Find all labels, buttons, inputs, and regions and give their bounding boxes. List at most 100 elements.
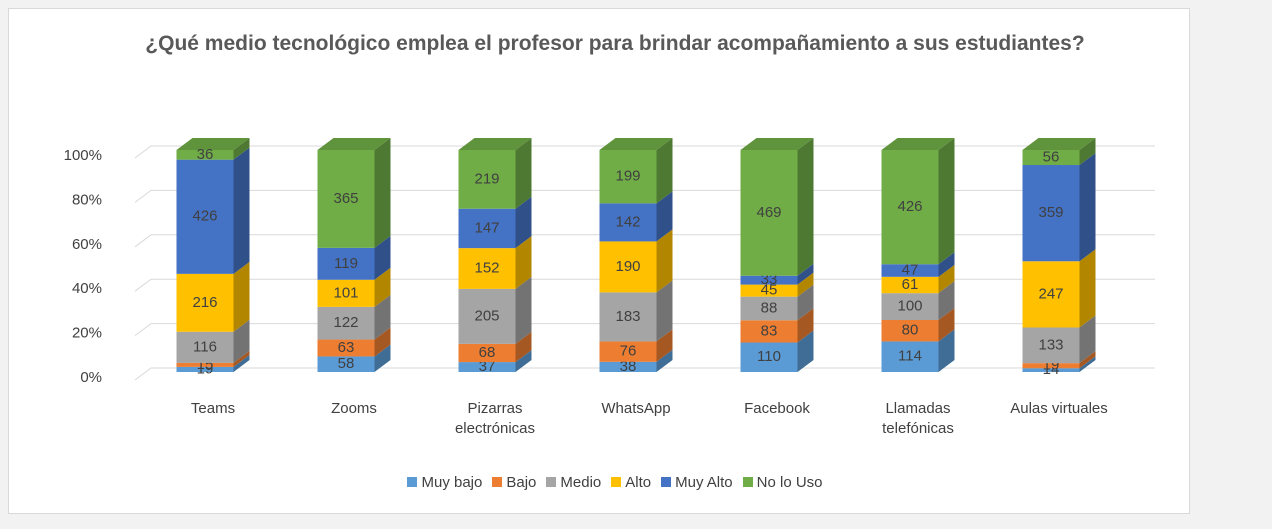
data-label: 219 <box>474 170 499 187</box>
data-label: 469 <box>756 204 781 221</box>
data-label: 80 <box>902 322 919 339</box>
bar-front <box>317 306 375 340</box>
bar-front <box>1022 363 1080 369</box>
bar-side <box>797 330 814 372</box>
bar-top <box>176 138 250 150</box>
bar-front <box>176 362 234 367</box>
bar-segment <box>599 229 673 293</box>
bar-side <box>797 272 814 297</box>
y-tick-label: 20% <box>72 325 102 342</box>
legend-swatch <box>611 477 622 487</box>
bar-side <box>656 191 673 242</box>
data-label: 122 <box>333 314 358 331</box>
bar-front <box>740 320 798 343</box>
bar-front <box>317 279 375 307</box>
bar-side <box>515 350 532 372</box>
legend-item: No lo Uso <box>742 474 823 491</box>
bar-front <box>740 296 798 321</box>
bar-segment <box>176 138 250 160</box>
bar-segment <box>740 284 814 321</box>
legend-item: Medio <box>546 474 601 491</box>
chart-title: ¿Qué medio tecnológico emplea el profeso… <box>145 32 1085 55</box>
bar-front <box>176 273 234 332</box>
bar-front <box>458 208 516 249</box>
y-tick-label: 40% <box>72 280 102 297</box>
bar-segment <box>599 280 673 342</box>
bar-front <box>599 203 657 242</box>
bar-front <box>881 264 939 277</box>
y-tick-label: 80% <box>72 191 102 208</box>
grid-line <box>134 189 1155 203</box>
bar-front <box>740 342 798 372</box>
bar-front <box>599 150 657 204</box>
data-label: 142 <box>615 213 640 230</box>
data-label: 147 <box>474 219 499 236</box>
bar-segment <box>740 330 814 372</box>
bar-segment <box>881 329 955 372</box>
data-label: 199 <box>615 168 640 185</box>
bar-segment <box>317 138 391 248</box>
bar-segment <box>1022 351 1096 369</box>
bar-front <box>1022 261 1080 328</box>
legend-item: Muy Alto <box>661 474 733 491</box>
bar-segment <box>1022 153 1096 262</box>
bar-front <box>740 284 798 297</box>
bar-front <box>1022 165 1080 262</box>
data-label: 38 <box>620 358 637 375</box>
bar-segment <box>458 331 532 363</box>
grid-line <box>134 367 1155 381</box>
bar-side <box>1079 153 1096 262</box>
data-label: 205 <box>474 307 499 324</box>
bar-side <box>797 263 814 285</box>
bar-top <box>740 138 814 150</box>
data-label: 116 <box>193 338 217 355</box>
data-label: 68 <box>479 344 496 361</box>
bar-side <box>656 229 673 293</box>
bar-front <box>599 341 657 362</box>
bar-front <box>458 343 516 363</box>
bar-side <box>233 350 250 367</box>
bar-side <box>374 344 391 372</box>
bar-segment <box>176 319 250 363</box>
bar-side <box>233 261 250 332</box>
bar-segment <box>740 263 814 285</box>
data-label: 61 <box>902 276 919 293</box>
bar-top <box>599 138 673 150</box>
x-tick-label: Facebook <box>744 400 810 417</box>
bar-segment <box>881 264 955 294</box>
bar-segment <box>176 261 250 332</box>
bar-side <box>374 267 391 307</box>
bar-segment <box>458 196 532 249</box>
bar-front <box>1022 327 1080 364</box>
data-label: 365 <box>333 190 358 207</box>
data-label: 101 <box>333 284 358 301</box>
bar-front <box>881 150 939 265</box>
bar-segment <box>317 294 391 340</box>
bar-segment <box>317 235 391 280</box>
bar-front <box>317 150 375 248</box>
bar-segment <box>458 350 532 372</box>
legend-item: Muy bajo <box>407 474 482 491</box>
bar-front <box>176 159 234 274</box>
bar-side <box>938 281 955 320</box>
data-label: 47 <box>902 261 919 278</box>
bar-side <box>233 138 250 160</box>
bar-side <box>233 147 250 274</box>
legend-label: Muy Alto <box>675 474 733 491</box>
legend-swatch <box>407 477 418 487</box>
bar-segment <box>176 354 250 372</box>
bar-side <box>374 235 391 280</box>
bar-front <box>458 248 516 289</box>
bar-side <box>938 138 955 265</box>
bar-side <box>1079 315 1096 364</box>
bar-side <box>515 196 532 249</box>
data-label: 58 <box>338 355 355 372</box>
bar-segment <box>176 350 250 367</box>
data-label: 37 <box>479 358 496 375</box>
legend: Muy bajo Bajo Medio Alto Muy Alto No lo Uso <box>0 474 1230 491</box>
y-tick-label: 100% <box>64 147 102 164</box>
data-label: 133 <box>1038 336 1063 353</box>
bar-segment <box>1022 356 1096 372</box>
data-label: 152 <box>474 259 499 276</box>
x-tick-label: Teams <box>190 400 236 417</box>
